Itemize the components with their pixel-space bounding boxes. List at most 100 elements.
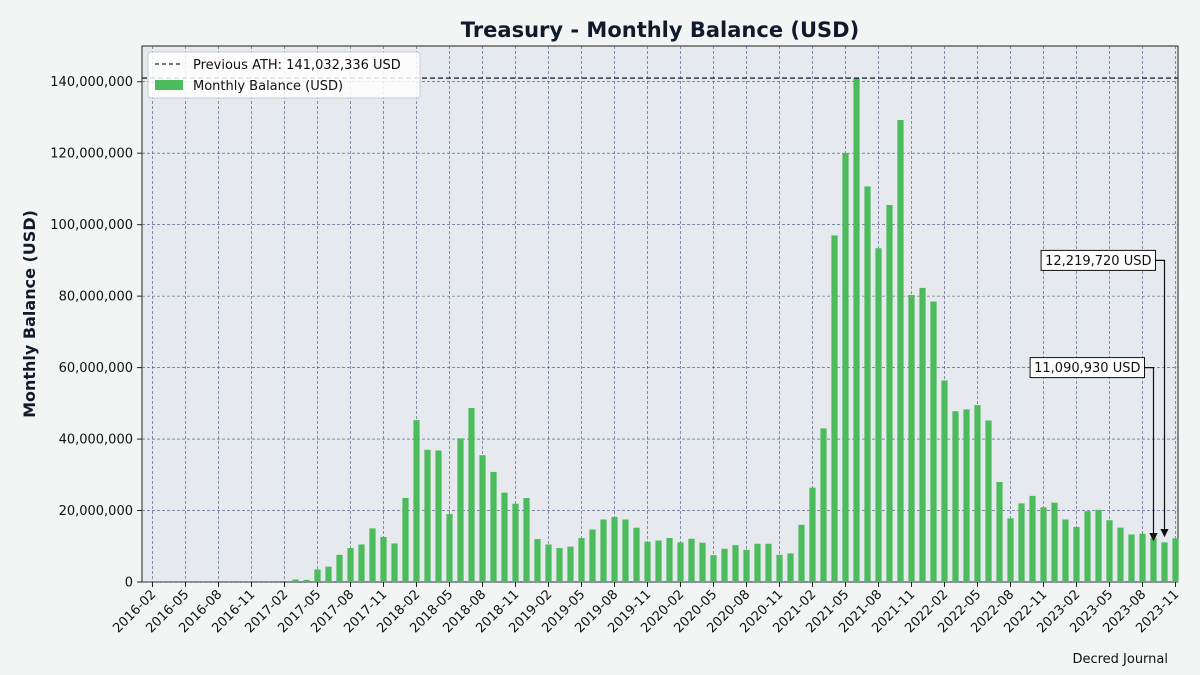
balance-bar — [1029, 495, 1036, 582]
balance-bar — [1150, 537, 1157, 582]
balance-bar — [600, 519, 607, 582]
y-tick-label: 0 — [125, 576, 133, 591]
balance-bar — [699, 542, 706, 582]
balance-bar — [479, 455, 486, 582]
balance-bar — [732, 545, 739, 582]
balance-bar — [743, 549, 750, 582]
balance-bar — [1062, 519, 1069, 582]
balance-bar — [578, 538, 585, 582]
chart-title: Treasury - Monthly Balance (USD) — [461, 18, 859, 42]
balance-bar — [644, 541, 651, 582]
credit-text: Decred Journal — [1072, 652, 1168, 667]
balance-bar — [534, 539, 541, 582]
annotations: 11,090,930 USD 12,219,720 USD — [1029, 249, 1169, 542]
balance-bar — [974, 405, 981, 582]
balance-bar — [1106, 520, 1113, 582]
balance-bar — [1128, 534, 1135, 582]
balance-bar — [831, 235, 838, 583]
balance-bar — [446, 514, 453, 582]
balance-bar — [523, 498, 530, 582]
balance-bar — [1040, 507, 1047, 582]
balance-bar — [424, 449, 431, 582]
balance-bar — [611, 516, 618, 582]
balance-bar — [380, 536, 387, 582]
balance-bar — [963, 409, 970, 582]
balance-bar — [798, 524, 805, 582]
balance-bar — [413, 420, 420, 582]
balance-bar — [688, 538, 695, 582]
annotation-arrow — [1155, 259, 1169, 538]
balance-bar — [710, 555, 717, 582]
balance-bar — [930, 301, 937, 582]
annotation-arrow — [1144, 367, 1158, 542]
balance-bar — [1007, 518, 1014, 582]
balance-bar — [490, 471, 497, 582]
balance-bar — [1139, 533, 1146, 582]
balance-bar — [391, 543, 398, 582]
balance-bar — [666, 538, 673, 582]
annotation-label: 11,090,930 USD — [1034, 361, 1140, 376]
balance-bar — [1051, 502, 1058, 582]
balance-bar — [567, 546, 574, 582]
balance-bar — [941, 380, 948, 582]
balance-bar — [677, 542, 684, 582]
balance-bar — [655, 540, 662, 582]
balance-bar — [512, 503, 519, 582]
balance-bar — [457, 438, 464, 582]
bars — [292, 78, 1179, 583]
balance-bar — [435, 450, 442, 582]
balance-bar — [754, 543, 761, 582]
balance-bar — [1073, 526, 1080, 582]
balance-bar — [952, 411, 959, 582]
balance-bar — [787, 553, 794, 582]
balance-bar — [853, 78, 860, 583]
balance-bar — [776, 554, 783, 582]
y-axis-ticks: 0 20,000,000 40,000,000 60,000,000 80,000,00… — [50, 75, 142, 591]
balance-bar — [809, 487, 816, 582]
balance-bar — [325, 566, 332, 582]
legend-bar-swatch — [155, 80, 183, 90]
balance-bar — [897, 119, 904, 582]
balance-bar — [721, 548, 728, 582]
balance-bar — [842, 153, 849, 582]
y-tick-label: 100,000,000 — [50, 218, 133, 233]
balance-bar — [336, 554, 343, 582]
balance-bar — [1095, 509, 1102, 582]
x-axis-ticks: 2016-022016-052016-082016-112017-022017-… — [110, 582, 1182, 636]
balance-bar — [919, 287, 926, 582]
balance-bar — [358, 544, 365, 582]
balance-bar — [1084, 511, 1091, 582]
y-tick-label: 80,000,000 — [59, 290, 133, 305]
balance-bar — [622, 519, 629, 582]
legend-series-label: Monthly Balance (USD) — [193, 79, 343, 94]
y-tick-label: 140,000,000 — [50, 75, 133, 90]
balance-bar — [1161, 542, 1168, 582]
balance-bar — [1018, 503, 1025, 582]
balance-bar — [765, 543, 772, 582]
balance-bar — [886, 205, 893, 582]
balance-bar — [589, 529, 596, 582]
balance-bar — [468, 407, 475, 582]
balance-bar — [292, 579, 299, 582]
balance-bar — [908, 295, 915, 582]
balance-bar — [347, 548, 354, 582]
balance-bar — [996, 481, 1003, 582]
balance-bar — [864, 186, 871, 582]
y-tick-label: 60,000,000 — [59, 361, 133, 376]
balance-bar — [633, 527, 640, 582]
y-tick-label: 20,000,000 — [59, 504, 133, 519]
balance-bar — [501, 492, 508, 582]
balance-bar — [875, 248, 882, 582]
legend: Previous ATH: 141,032,336 USD Monthly Ba… — [147, 51, 421, 99]
annotation-label: 12,219,720 USD — [1045, 254, 1151, 269]
legend-ath-label: Previous ATH: 141,032,336 USD — [193, 58, 401, 73]
balance-bar — [1172, 538, 1179, 582]
plot-area — [141, 45, 1179, 583]
balance-bar — [314, 569, 321, 582]
legend-box — [147, 51, 421, 99]
balance-bar — [985, 420, 992, 582]
balance-bar — [303, 579, 310, 582]
y-tick-label: 40,000,000 — [59, 433, 133, 448]
y-axis-label: Monthly Balance (USD) — [20, 210, 39, 418]
